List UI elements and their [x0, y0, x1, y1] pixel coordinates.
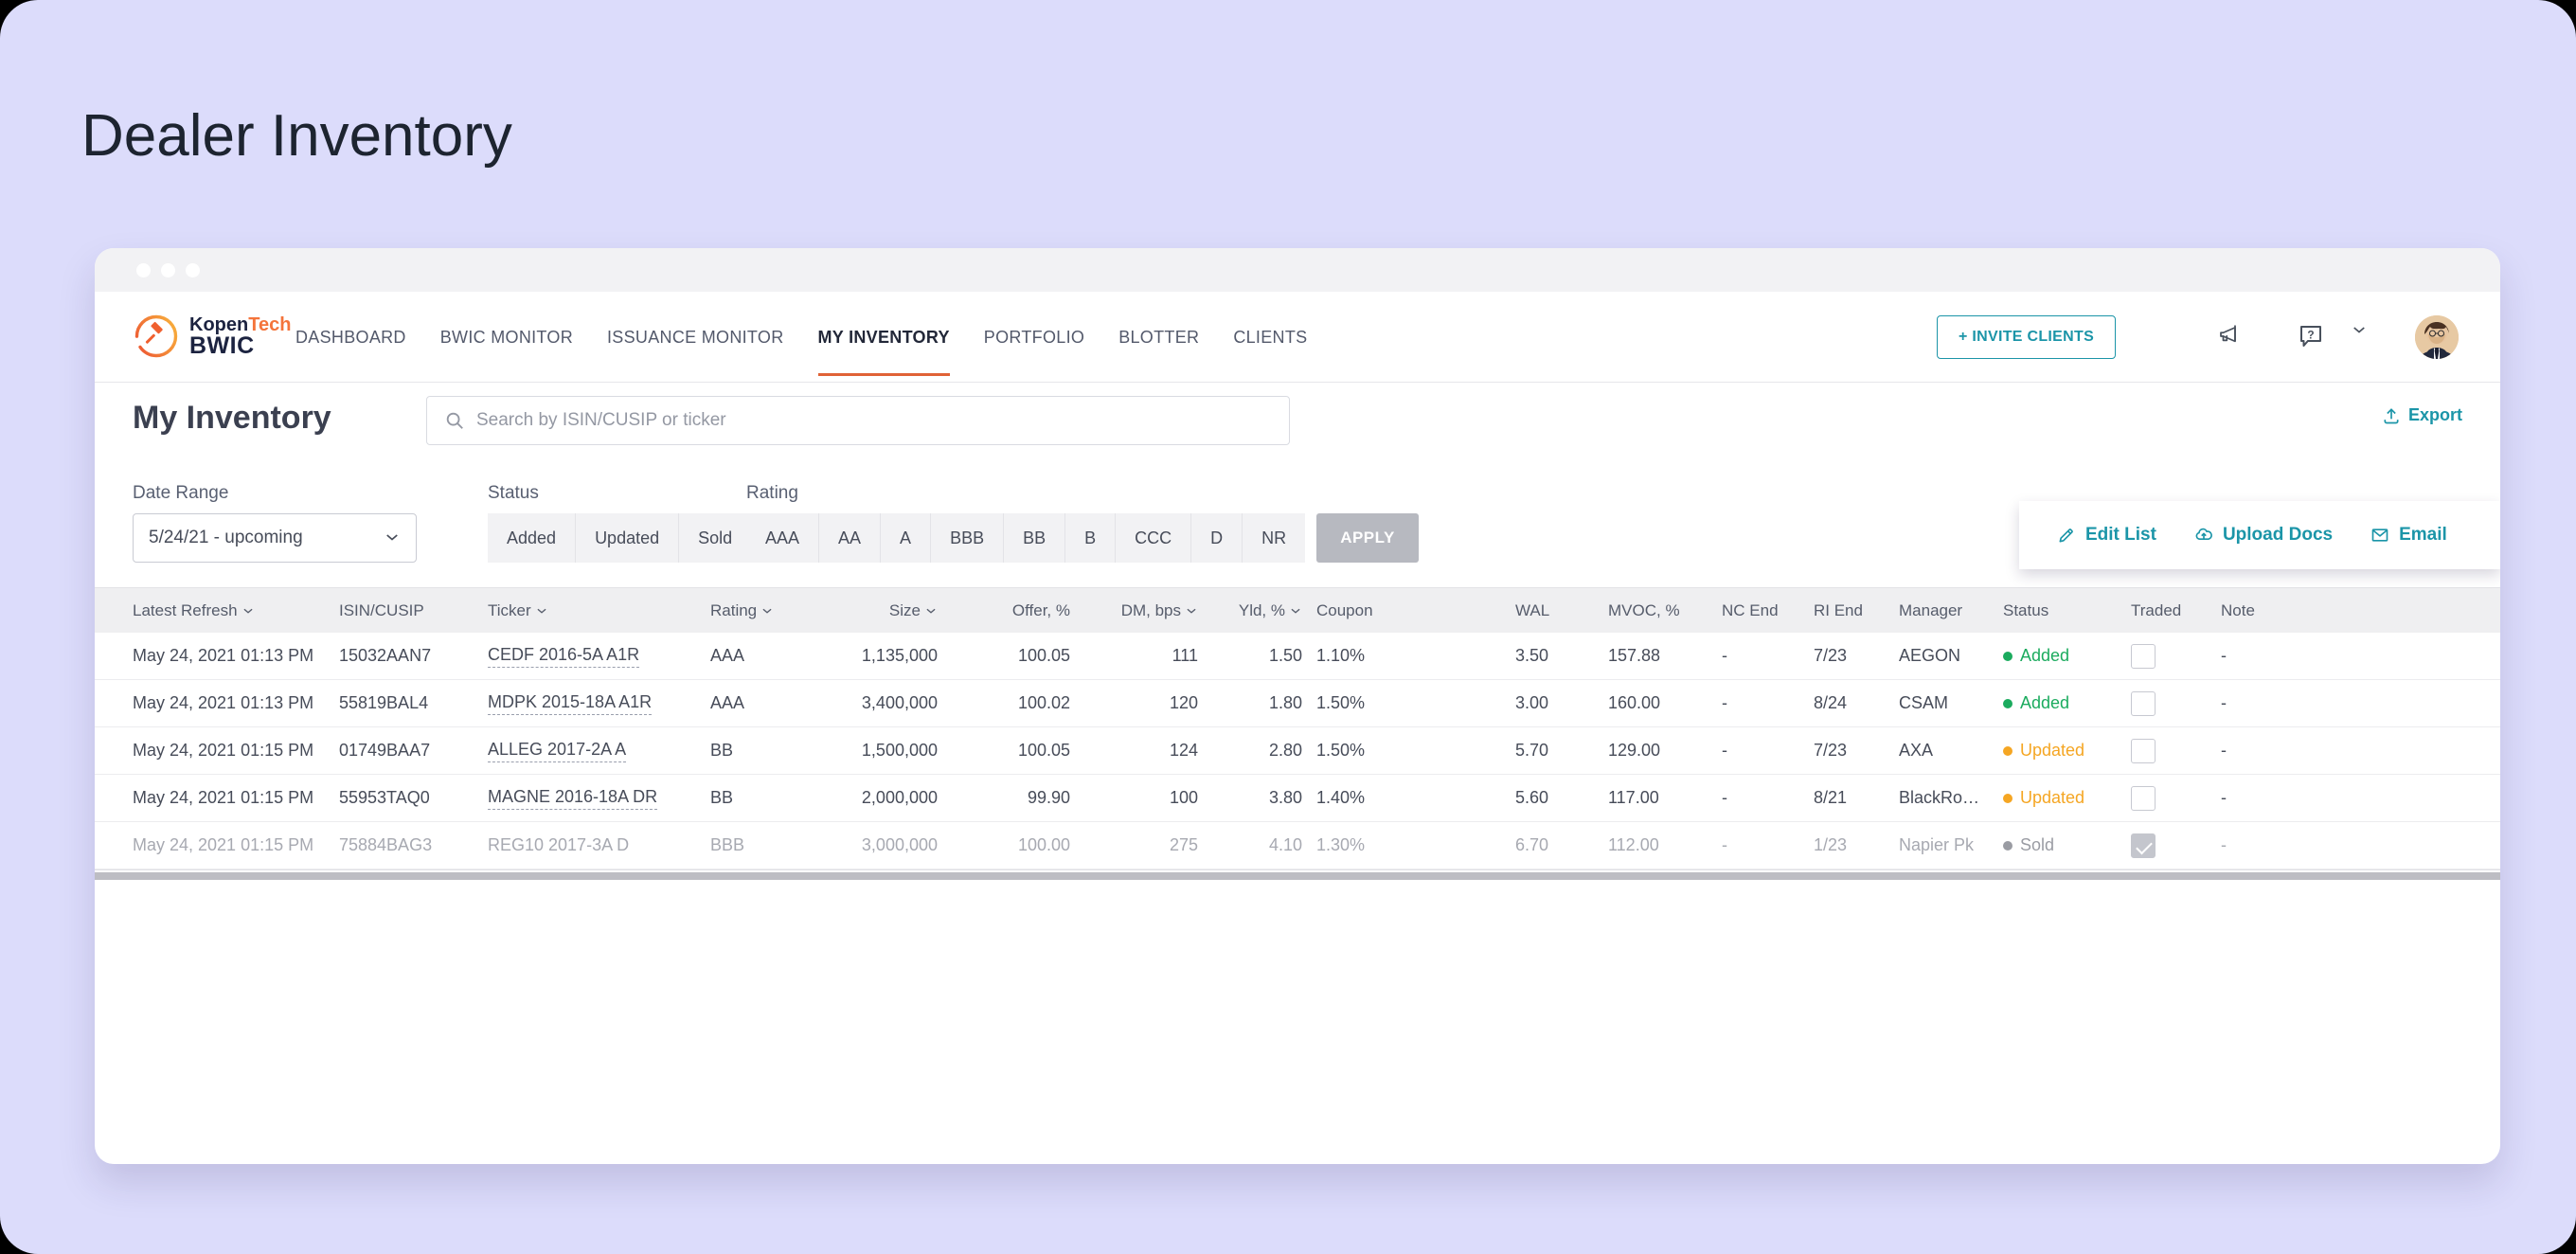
svg-text:?: ?	[2307, 328, 2314, 341]
